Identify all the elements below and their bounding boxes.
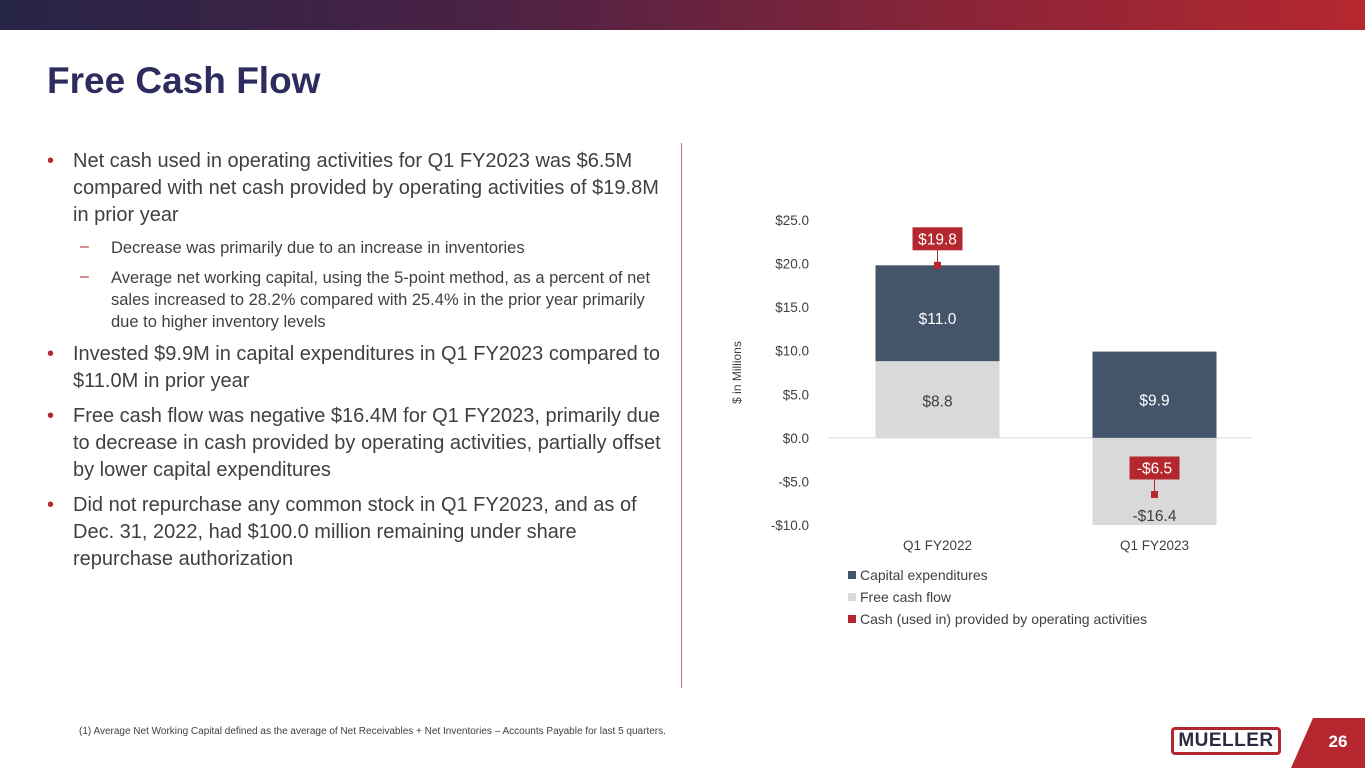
callout-box-operating-cash <box>912 227 963 251</box>
data-label-free-cash-flow: -$16.4 <box>1133 508 1177 525</box>
y-tick-label: $15.0 <box>775 300 809 315</box>
footnote: (1) Average Net Working Capital defined … <box>79 726 666 737</box>
sub-bullet-item: – Decrease was primarily due to an increa… <box>47 237 667 259</box>
y-tick-label: $0.0 <box>783 431 809 446</box>
bullet-text: Invested $9.9M in capital expenditures i… <box>73 343 661 392</box>
x-tick-label: Q1 FY2022 <box>903 538 972 553</box>
free-cash-flow-chart: $25.0 $20.0 $15.0 $10.0 $5.0 $0.0 -$5.0 -$10.0 $… <box>730 213 1251 627</box>
y-tick-label: $5.0 <box>783 387 809 402</box>
bullet-marker: • <box>47 150 55 172</box>
marker-operating-cash <box>1151 491 1158 498</box>
page-title: Free Cash Flow <box>47 60 321 101</box>
bar-free-cash-flow <box>875 361 1000 438</box>
data-label-free-cash-flow: $8.8 <box>922 394 952 411</box>
bullet-item: • Did not repurchase any common stock in … <box>47 492 667 573</box>
vertical-divider <box>681 143 682 688</box>
legend-swatch <box>848 593 856 601</box>
data-label-operating-cash: $19.8 <box>918 231 957 248</box>
mueller-logo: MUELLER <box>1171 727 1281 755</box>
data-label-capital-expenditures: $9.9 <box>1139 393 1169 410</box>
bullet-marker: • <box>47 343 55 365</box>
data-label-operating-cash: -$6.5 <box>1137 461 1172 478</box>
page-number: 26 <box>1328 732 1348 751</box>
bullet-text: Free cash flow was negative $16.4M for Q… <box>73 405 661 481</box>
y-axis-title: $ in Millions <box>730 341 744 404</box>
y-tick-label: $20.0 <box>775 257 809 272</box>
legend-swatch <box>848 571 856 579</box>
bullet-text: Net cash used in operating activities fo… <box>73 150 659 226</box>
legend-swatch <box>848 615 856 623</box>
y-tick-label: $25.0 <box>775 213 809 228</box>
bullet-item: • Free cash flow was negative $16.4M for … <box>47 403 667 484</box>
callout-box-operating-cash <box>1129 456 1180 480</box>
bullet-marker: • <box>47 494 55 516</box>
y-tick-label: -$5.0 <box>778 474 809 489</box>
bullet-item: • Invested $9.9M in capital expenditures … <box>47 341 667 395</box>
legend-label: Capital expenditures <box>860 567 988 583</box>
top-gradient-bar <box>0 0 1365 30</box>
bullet-list: • Net cash used in operating activities f… <box>47 148 667 581</box>
bar-capital-expenditures <box>875 265 1000 362</box>
bullet-item: • Net cash used in operating activities f… <box>47 148 667 229</box>
y-tick-label: $10.0 <box>775 344 809 359</box>
chart-container: $25.0 $20.0 $15.0 $10.0 $5.0 $0.0 -$5.0 -$10.0 $… <box>700 195 1300 650</box>
sub-bullet-marker: – <box>80 238 89 255</box>
sub-bullet-text: Decrease was primarily due to an increas… <box>111 239 525 257</box>
bullet-marker: • <box>47 405 55 427</box>
legend-label: Cash (used in) provided by operating act… <box>860 611 1147 627</box>
sub-bullet-item: – Average net working capital, using the … <box>47 267 667 333</box>
legend-label: Free cash flow <box>860 589 952 605</box>
sub-bullet-marker: – <box>80 268 89 285</box>
bullet-text: Did not repurchase any common stock in Q… <box>73 494 637 570</box>
sub-bullet-text: Average net working capital, using the 5… <box>111 269 651 331</box>
x-tick-label: Q1 FY2023 <box>1120 538 1189 553</box>
y-tick-label: -$10.0 <box>771 518 809 533</box>
marker-operating-cash <box>934 261 941 269</box>
bar-capital-expenditures <box>1092 351 1217 438</box>
data-label-capital-expenditures: $11.0 <box>919 311 957 328</box>
